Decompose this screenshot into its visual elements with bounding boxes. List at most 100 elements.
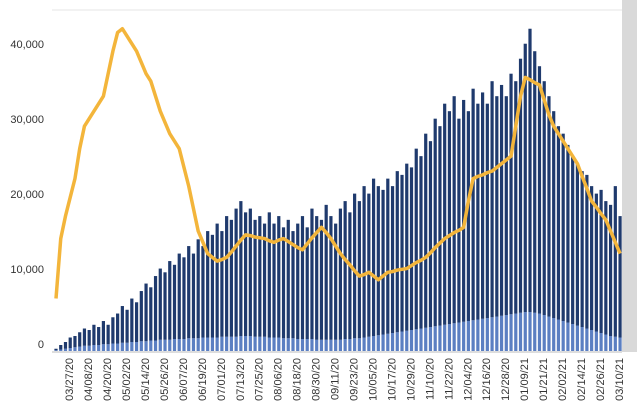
bar: [443, 103, 447, 325]
bar: [476, 103, 480, 320]
y-tick-label: 40,000: [10, 39, 44, 51]
bar: [334, 223, 338, 340]
bar: [215, 223, 219, 338]
bar: [324, 339, 328, 351]
bar: [300, 216, 305, 340]
bar: [528, 312, 532, 351]
bar: [376, 335, 380, 351]
bar: [509, 73, 513, 315]
bar: [466, 111, 470, 322]
x-tick-label: 03/27/20: [64, 358, 76, 401]
bar: [101, 344, 105, 351]
bar: [225, 216, 229, 337]
bar: [315, 216, 319, 340]
bar: [78, 346, 82, 351]
bar: [191, 338, 196, 351]
bar: [424, 133, 428, 328]
bar: [172, 264, 177, 340]
bar: [405, 163, 409, 331]
bar: [272, 337, 276, 351]
bar: [462, 321, 466, 351]
bar: [452, 323, 456, 351]
bar: [281, 227, 286, 339]
bar: [518, 58, 523, 313]
bar: [234, 208, 238, 337]
bar: [220, 231, 224, 337]
bar: [518, 312, 523, 351]
bar: [386, 178, 390, 334]
bar: [594, 331, 598, 351]
bar: [499, 315, 504, 351]
bar: [234, 336, 238, 351]
bar: [310, 339, 314, 351]
bar: [590, 330, 594, 351]
bar: [253, 219, 257, 337]
bar: [334, 339, 338, 351]
bar: [575, 163, 579, 326]
bar: [187, 338, 191, 351]
bar: [580, 327, 584, 351]
bar: [172, 339, 177, 351]
bar: [253, 336, 257, 351]
bar: [381, 189, 385, 335]
bar: [116, 343, 120, 351]
bar: [68, 337, 72, 349]
bar: [400, 174, 404, 332]
bar: [542, 81, 546, 316]
bar: [547, 316, 551, 351]
bar: [277, 216, 281, 338]
bar: [447, 111, 452, 325]
bar: [618, 216, 622, 338]
bar: [357, 338, 361, 351]
bar: [537, 66, 542, 314]
bar: [281, 338, 286, 351]
bar: [296, 223, 300, 340]
x-tick-label: 05/14/20: [140, 358, 152, 401]
bar: [111, 317, 115, 344]
bar: [120, 306, 124, 343]
bar: [409, 167, 414, 331]
bar: [196, 239, 200, 339]
bar: [409, 330, 414, 351]
bar: [490, 317, 494, 351]
bar: [111, 343, 115, 351]
bar: [319, 339, 324, 351]
bar: [571, 324, 575, 351]
bar: [215, 337, 219, 351]
bar: [239, 201, 243, 337]
bar: [92, 324, 96, 346]
x-tick-label: 12/04/20: [462, 358, 474, 401]
bar: [452, 96, 456, 324]
y-tick-label: 0: [38, 339, 44, 351]
bar: [258, 216, 262, 337]
bar: [59, 349, 63, 351]
bar: [414, 148, 418, 330]
bar: [130, 298, 134, 343]
bar: [495, 96, 499, 317]
bar: [585, 328, 589, 351]
bar: [144, 283, 148, 342]
y-tick-label: 30,000: [10, 114, 44, 126]
bar: [329, 339, 333, 351]
bar: [277, 337, 281, 351]
bar: [509, 314, 513, 351]
bar: [92, 345, 96, 351]
bar: [481, 92, 485, 319]
bar: [400, 331, 404, 351]
bar: [428, 327, 433, 351]
bar: [471, 88, 475, 321]
bar: [125, 309, 129, 343]
bar: [187, 246, 191, 339]
bar: [604, 201, 608, 335]
bar: [201, 337, 205, 351]
y-tick-label: 10,000: [10, 264, 44, 276]
bar: [78, 332, 82, 347]
bar: [182, 339, 186, 351]
x-tick-label: 06/07/20: [178, 358, 190, 401]
bar: [286, 338, 290, 351]
bar: [353, 338, 357, 351]
bar: [608, 204, 613, 337]
x-tick-label: 03/10/21: [614, 358, 626, 401]
bar: [552, 111, 556, 319]
bar: [348, 339, 352, 351]
